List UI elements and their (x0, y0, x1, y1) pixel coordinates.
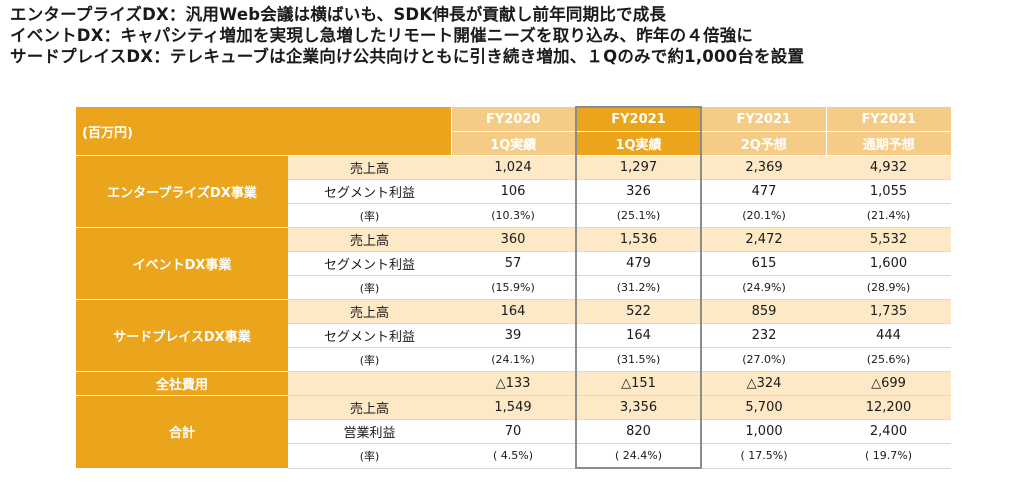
table-cell: (10.3%) (451, 203, 576, 228)
table-cell: 164 (451, 299, 576, 324)
table-cell: ( 24.4%) (575, 443, 702, 469)
table-row: (率) (10.3%) (25.1%) (20.1%) (21.4%) (76, 203, 951, 228)
table-cell: 444 (826, 323, 951, 348)
table-row: 合計 売上高 1,549 3,356 5,700 12,200 (76, 395, 951, 469)
metric-label: (率) (288, 347, 451, 372)
table-cell: 3,356 (575, 395, 702, 420)
table-cell: (31.2%) (575, 275, 702, 300)
metric-label: 売上高 (288, 227, 451, 252)
table-cell: 1,549 (451, 395, 576, 420)
headline-enterprise: エンタープライズDX：汎用Web会議は横ばいも、SDK伸長が貢献し前年同期比で成… (10, 5, 667, 24)
table-row: セグメント利益 106 326 477 1,055 (76, 179, 951, 204)
table-cell: 477 (701, 179, 826, 204)
table-cell: (24.9%) (701, 275, 826, 300)
table-cell: △324 (701, 371, 826, 396)
metric-label: 営業利益 (288, 419, 451, 444)
table-row: セグメント利益 57 479 615 1,600 (76, 251, 951, 276)
table-cell: 39 (451, 323, 576, 348)
table-cell: △151 (575, 371, 702, 396)
metric-label: (率) (288, 203, 451, 228)
metric-label: 売上高 (288, 395, 451, 420)
metric-label: セグメント利益 (288, 251, 451, 276)
table-cell: (27.0%) (701, 347, 826, 372)
table-cell: 1,055 (826, 179, 951, 204)
table-cell: (31.5%) (575, 347, 702, 372)
table-cell: 57 (451, 251, 576, 276)
table-cell: 12,200 (826, 395, 951, 420)
col-year: FY2021 (700, 107, 826, 132)
table-cell: 106 (451, 179, 576, 204)
metric-label: 売上高 (288, 155, 451, 180)
metric-label (288, 371, 451, 396)
segment-name: エンタープライズDX事業 (76, 155, 288, 228)
table-cell: △699 (826, 371, 951, 396)
table-cell: 522 (575, 299, 702, 324)
table-cell: ( 4.5%) (451, 443, 576, 469)
table-row: 営業利益 70 820 1,000 2,400 (76, 419, 951, 444)
col-period: 1Q実績 (575, 131, 702, 156)
metric-label: セグメント利益 (288, 323, 451, 348)
segment-name: サードプレイスDX事業 (76, 299, 288, 372)
table-cell: 1,735 (826, 299, 951, 324)
table-cell: (25.6%) (826, 347, 951, 372)
table-cell: 2,472 (701, 227, 826, 252)
table-cell: (15.9%) (451, 275, 576, 300)
header-row-year: (百万円) FY2020 FY2021 FY2021 FY2021 (76, 106, 951, 156)
table-cell: ( 19.7%) (826, 443, 951, 469)
table-cell: (28.9%) (826, 275, 951, 300)
metric-label: セグメント利益 (288, 179, 451, 204)
table-cell: 2,369 (701, 155, 826, 180)
table-row: セグメント利益 39 164 232 444 (76, 323, 951, 348)
table-cell: 326 (575, 179, 702, 204)
table-cell: 1,297 (575, 155, 702, 180)
table-cell: 1,024 (451, 155, 576, 180)
table-cell: 615 (701, 251, 826, 276)
table-cell: 4,932 (826, 155, 951, 180)
table-row: 全社費用 △133 △151 △324 △699 (76, 371, 951, 396)
table-cell: 1,000 (701, 419, 826, 444)
table-row: (率)( 4.5%)( 24.4%)( 17.5%)( 19.7%) (76, 443, 951, 469)
metric-label: 売上高 (288, 299, 451, 324)
table-row: (率) (15.9%) (31.2%) (24.9%) (28.9%) (76, 275, 951, 300)
table-row: サードプレイスDX事業 売上高 164 522 859 1,735 (76, 299, 951, 372)
segment-name: イベントDX事業 (76, 227, 288, 300)
headlines: エンタープライズDX：汎用Web会議は横ばいも、SDK伸長が貢献し前年同期比で成… (10, 4, 804, 67)
metric-label: (率) (288, 275, 451, 300)
table-cell: 360 (451, 227, 576, 252)
table-cell: (24.1%) (451, 347, 576, 372)
table-row: イベントDX事業 売上高 360 1,536 2,472 5,532 (76, 227, 951, 300)
table-cell: (20.1%) (701, 203, 826, 228)
table-cell: △133 (451, 371, 576, 396)
table-cell: 1,600 (826, 251, 951, 276)
table-cell: 479 (575, 251, 702, 276)
table-cell: 1,536 (575, 227, 702, 252)
table-cell: 70 (451, 419, 576, 444)
table-cell: 2,400 (826, 419, 951, 444)
table-row: エンタープライズDX事業 売上高 1,024 1,297 2,369 4,932 (76, 155, 951, 228)
table-cell: ( 17.5%) (701, 443, 826, 469)
col-period: 1Q実績 (450, 131, 576, 156)
col-year: FY2020 (450, 107, 576, 132)
table-cell: 5,700 (701, 395, 826, 420)
table-cell: 232 (701, 323, 826, 348)
col-year: FY2021 (575, 106, 702, 132)
table-cell: 820 (575, 419, 702, 444)
headline-event: イベントDX：キャパシティ増加を実現し急増したリモート開催ニーズを取り込み、昨年… (10, 26, 754, 45)
col-period: 2Q予想 (700, 131, 826, 156)
col-year: FY2021 (825, 107, 951, 132)
table-row: (率) (24.1%) (31.5%) (27.0%) (25.6%) (76, 347, 951, 372)
headline-thirdplace: サードプレイスDX：テレキューブは企業向け公共向けともに引き続き増加、１Qのみで… (10, 47, 805, 66)
table-cell: (21.4%) (826, 203, 951, 228)
segment-name: 合計 (76, 395, 288, 469)
metric-label: (率) (288, 443, 451, 469)
segment-name: 全社費用 (76, 371, 288, 396)
financial-table: (百万円) FY2020 FY2021 FY2021 FY2021 1Q実績 1… (76, 106, 951, 469)
header-row-period: 1Q実績 1Q実績 2Q予想 通期予想 (76, 131, 951, 156)
unit-label: (百万円) (76, 107, 451, 156)
col-period: 通期予想 (825, 131, 951, 156)
table-cell: 5,532 (826, 227, 951, 252)
table-cell: (25.1%) (575, 203, 702, 228)
table-cell: 164 (575, 323, 702, 348)
table-cell: 859 (701, 299, 826, 324)
